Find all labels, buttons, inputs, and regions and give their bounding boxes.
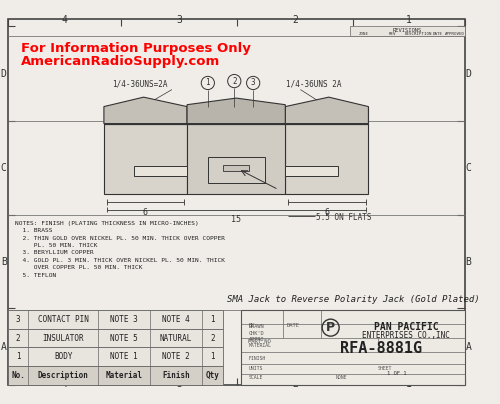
Text: AmericanRadioSupply.com: AmericanRadioSupply.com <box>21 55 220 68</box>
Text: 4: 4 <box>62 379 67 389</box>
Text: REV: REV <box>388 32 396 36</box>
Text: B: B <box>1 257 6 267</box>
Text: A: A <box>1 341 6 351</box>
Text: INSULATOR: INSULATOR <box>42 334 84 343</box>
Text: 5.5 ON FLATS: 5.5 ON FLATS <box>316 213 372 222</box>
Text: NOTE 3: NOTE 3 <box>110 315 138 324</box>
Text: 1: 1 <box>406 15 412 25</box>
Text: PAN PACIFIC: PAN PACIFIC <box>374 322 438 332</box>
Text: REVISIONS: REVISIONS <box>392 27 422 33</box>
Text: SMA Jack to Reverse Polarity Jack (Gold Plated): SMA Jack to Reverse Polarity Jack (Gold … <box>226 295 479 304</box>
Text: NOTE 5: NOTE 5 <box>110 334 138 343</box>
Text: 1: 1 <box>206 78 210 88</box>
Text: APPRO: APPRO <box>248 337 264 343</box>
Text: NONE: NONE <box>336 375 347 380</box>
Bar <box>286 124 368 194</box>
Text: 15: 15 <box>231 215 241 224</box>
Bar <box>286 107 368 124</box>
Text: 1/4-36UNS=2A: 1/4-36UNS=2A <box>112 80 168 88</box>
Text: Material: Material <box>106 371 142 380</box>
Text: D: D <box>466 69 471 78</box>
Text: RFA-8881G: RFA-8881G <box>340 341 422 356</box>
Polygon shape <box>104 97 187 124</box>
Bar <box>134 166 187 176</box>
Text: 3: 3 <box>16 315 20 324</box>
Text: 3: 3 <box>176 379 182 389</box>
Text: P: P <box>326 321 335 334</box>
Text: DESCRIPTION: DESCRIPTION <box>404 32 432 36</box>
Text: ZONE: ZONE <box>358 32 368 36</box>
Text: NOTE 1: NOTE 1 <box>110 352 138 362</box>
Bar <box>8 310 223 328</box>
Text: 6: 6 <box>324 208 330 217</box>
Text: C: C <box>466 163 471 173</box>
Text: DATE: DATE <box>286 323 299 328</box>
Text: 3: 3 <box>251 78 256 88</box>
Bar <box>104 107 187 124</box>
Text: 2: 2 <box>292 379 298 389</box>
Text: 1/4-36UNS 2A: 1/4-36UNS 2A <box>286 80 342 88</box>
Text: 1 OF 1: 1 OF 1 <box>388 371 407 377</box>
Text: MATERIAL: MATERIAL <box>248 343 272 348</box>
Text: CHK'D: CHK'D <box>248 331 264 336</box>
Bar <box>104 97 187 124</box>
Text: Qty: Qty <box>206 371 220 380</box>
Text: PART NO: PART NO <box>248 339 271 344</box>
Bar <box>208 157 264 183</box>
Text: 1: 1 <box>406 379 412 389</box>
Text: NOTE 4: NOTE 4 <box>162 315 190 324</box>
Text: 6: 6 <box>143 208 148 217</box>
Text: 2: 2 <box>232 77 236 86</box>
Text: 1: 1 <box>210 315 215 324</box>
Bar <box>223 165 250 171</box>
Bar <box>286 97 368 124</box>
Text: ENTERPRISES CO.,INC: ENTERPRISES CO.,INC <box>362 331 450 340</box>
Text: 1: 1 <box>210 352 215 362</box>
Bar <box>187 98 286 124</box>
Bar <box>241 310 465 385</box>
Text: APPROVED: APPROVED <box>446 32 466 36</box>
Bar <box>187 107 286 124</box>
Text: 1: 1 <box>16 352 20 362</box>
Text: BODY: BODY <box>54 352 72 362</box>
Text: Description: Description <box>38 371 88 380</box>
Text: C: C <box>1 163 6 173</box>
Bar <box>8 347 223 366</box>
Text: UNITS: UNITS <box>248 366 263 371</box>
Text: 3: 3 <box>176 15 182 25</box>
Text: No.: No. <box>11 371 25 380</box>
Text: A: A <box>466 341 471 351</box>
Text: Finish: Finish <box>162 371 190 380</box>
Text: 2: 2 <box>16 334 20 343</box>
Text: DATE: DATE <box>432 32 442 36</box>
Text: FINISH: FINISH <box>248 356 266 361</box>
Polygon shape <box>187 98 286 124</box>
Circle shape <box>228 74 241 88</box>
Text: B: B <box>466 257 471 267</box>
Circle shape <box>201 76 214 90</box>
Text: 4: 4 <box>62 15 67 25</box>
Bar <box>187 124 286 194</box>
Text: CONTACT PIN: CONTACT PIN <box>38 315 88 324</box>
Text: 2: 2 <box>210 334 215 343</box>
Text: SCALE: SCALE <box>248 375 263 380</box>
Text: NATURAL: NATURAL <box>160 334 192 343</box>
Text: 2: 2 <box>292 15 298 25</box>
Text: NOTE 2: NOTE 2 <box>162 352 190 362</box>
Text: NOTES: FINISH (PLATING THICKNESS IN MICRO-INCHES)
  1. BRASS
  2. THIN GOLD OVER: NOTES: FINISH (PLATING THICKNESS IN MICR… <box>15 221 225 278</box>
Text: BY: BY <box>248 323 255 328</box>
Text: D: D <box>1 69 6 78</box>
Bar <box>286 166 338 176</box>
Text: SHEET: SHEET <box>378 366 392 371</box>
Bar <box>8 366 223 385</box>
Bar <box>350 26 465 36</box>
Polygon shape <box>286 97 368 124</box>
Text: DRAWN: DRAWN <box>248 324 264 329</box>
Text: For Information Purposes Only: For Information Purposes Only <box>21 42 250 55</box>
Bar <box>8 328 223 347</box>
Bar <box>104 124 187 194</box>
Circle shape <box>246 76 260 90</box>
